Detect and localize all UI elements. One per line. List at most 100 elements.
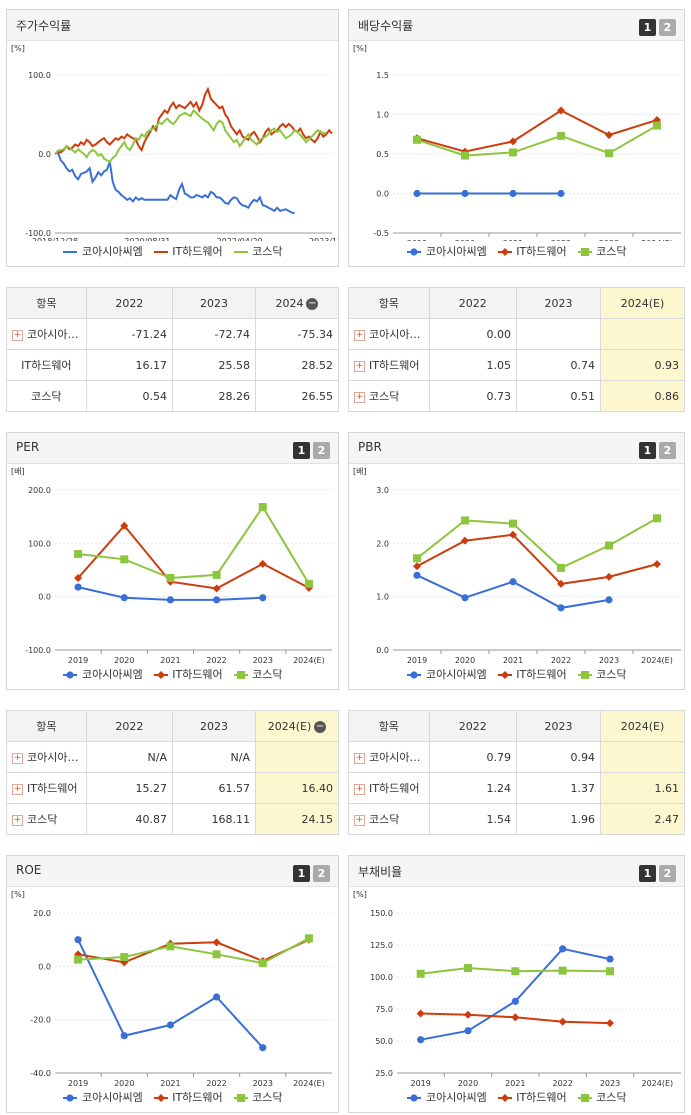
- legend-marker-icon: [233, 671, 248, 679]
- data-point: [605, 149, 613, 158]
- legend-item[interactable]: 코스닥: [233, 243, 283, 259]
- legend-marker-icon: [233, 1094, 248, 1102]
- collapse-icon[interactable]: −: [314, 720, 327, 733]
- table-cell: 0.73: [428, 380, 517, 412]
- pbr-table: 항목 2022 2023 2024(E) + 코아시아… 0.79 0.94 + IT하드웨어 1.…: [348, 710, 686, 835]
- data-point: [605, 131, 613, 140]
- row-label[interactable]: + 코스닥: [348, 380, 430, 412]
- table-cell: 28.52: [254, 349, 340, 381]
- data-point: [509, 148, 517, 157]
- expand-icon[interactable]: +: [354, 360, 365, 372]
- data-point: [511, 967, 520, 976]
- expand-icon[interactable]: +: [12, 329, 23, 341]
- legend-item[interactable]: 코아시아씨엠: [62, 1089, 143, 1105]
- legend-item[interactable]: IT하드웨어: [497, 666, 567, 682]
- legend-item[interactable]: IT하드웨어: [497, 1089, 567, 1105]
- per-chart: [배] 200.0 100.0 0.0 -100.0 2019 2020 2021 2022 20…: [11, 467, 332, 664]
- chart-legend: 코아시아씨엠 IT하드웨어 코스닥: [7, 666, 338, 682]
- legend-item[interactable]: 코스닥: [577, 1089, 627, 1105]
- y-tick-label: -100.0: [25, 646, 51, 655]
- table-cell: [515, 318, 601, 350]
- table-row: + IT하드웨어 1.24 1.37 1.61: [348, 772, 686, 804]
- chart-legend: 코아시아씨엠 IT하드웨어 코스닥: [7, 1089, 338, 1105]
- chart-tab-1-button[interactable]: 1: [293, 865, 310, 882]
- expand-icon[interactable]: +: [354, 391, 365, 403]
- y-tick-label: 150.0: [370, 909, 393, 918]
- y-unit-label: [%]: [11, 44, 25, 53]
- x-tick-label: 2023/12/28: [309, 237, 338, 241]
- table-header-cell: 2022: [428, 710, 517, 742]
- panel-title: PBR: [358, 440, 382, 454]
- x-tick-label: 2019: [68, 1079, 88, 1087]
- row-label[interactable]: + 코스닥: [348, 803, 430, 835]
- legend-label: IT하드웨어: [512, 1091, 567, 1104]
- legend-item[interactable]: 코아시아씨엠: [62, 243, 143, 259]
- collapse-icon[interactable]: −: [306, 297, 319, 310]
- row-label[interactable]: + 코아시아…: [348, 741, 430, 773]
- chart-tab-1-button[interactable]: 1: [293, 442, 310, 459]
- row-label[interactable]: + 코아시아…: [348, 318, 430, 350]
- table-header-cell: 2022: [85, 710, 173, 742]
- legend-item[interactable]: 코아시아씨엠: [406, 666, 487, 682]
- row-label[interactable]: IT하드웨어: [6, 349, 87, 381]
- legend-item[interactable]: 코스닥: [577, 666, 627, 682]
- chart-tab-2-button[interactable]: 2: [313, 442, 330, 459]
- legend-item[interactable]: 코스닥: [233, 1089, 283, 1105]
- data-point: [166, 574, 175, 582]
- data-point: [461, 189, 469, 198]
- expand-icon[interactable]: +: [354, 752, 365, 764]
- x-tick-label: 2024(E): [642, 1079, 674, 1087]
- row-label[interactable]: 코스닥: [6, 380, 87, 412]
- row-label[interactable]: + IT하드웨어: [348, 772, 430, 804]
- expand-icon[interactable]: +: [354, 814, 365, 826]
- table-cell: 1.05: [428, 349, 517, 381]
- table-cell: 1.61: [599, 772, 686, 804]
- legend-item[interactable]: IT하드웨어: [497, 243, 567, 259]
- expand-icon[interactable]: +: [354, 783, 365, 795]
- row-label[interactable]: + 코아시아…: [6, 318, 87, 350]
- chart-tab-1-button[interactable]: 1: [639, 442, 656, 459]
- table-row: + 코스닥 40.87 168.11 24.15: [6, 803, 340, 835]
- legend-item[interactable]: IT하드웨어: [153, 666, 223, 682]
- expand-icon[interactable]: +: [12, 814, 23, 826]
- legend-item[interactable]: 코아시아씨엠: [406, 1089, 487, 1105]
- row-label[interactable]: + IT하드웨어: [348, 349, 430, 381]
- chart-tab-1-button[interactable]: 1: [639, 19, 656, 36]
- row-label[interactable]: + 코아시아…: [6, 741, 87, 773]
- chart-tab-2-button[interactable]: 2: [659, 442, 676, 459]
- data-point: [212, 950, 221, 959]
- expand-icon[interactable]: +: [354, 329, 365, 341]
- legend-item[interactable]: IT하드웨어: [153, 243, 223, 259]
- data-point: [461, 516, 469, 525]
- legend-marker: [410, 671, 419, 679]
- x-tick-label: 2021: [160, 1079, 180, 1087]
- legend-item[interactable]: IT하드웨어: [153, 1089, 223, 1105]
- dividend-chart: [%] 1.5 1.0 0.5 0.0 -0.5 2019 2020 2021 2022 2023 2…: [353, 44, 681, 241]
- legend-item[interactable]: 코스닥: [233, 666, 283, 682]
- chart-tab-1-button[interactable]: 1: [639, 865, 656, 882]
- data-point: [258, 559, 267, 568]
- table-cell: 0.00: [428, 318, 517, 350]
- legend-item[interactable]: 코아시아씨엠: [62, 666, 143, 682]
- x-tick-label: 2019: [410, 1079, 430, 1087]
- legend-label: 코아시아씨엠: [78, 245, 143, 258]
- data-point: [461, 151, 469, 160]
- legend-label: 코아시아씨엠: [78, 1091, 143, 1104]
- chart-tab-2-button[interactable]: 2: [313, 865, 330, 882]
- table-header-cell: 2024(E) −: [254, 710, 340, 742]
- data-point: [606, 955, 614, 963]
- row-label[interactable]: + IT하드웨어: [6, 772, 87, 804]
- series-line: [78, 937, 310, 965]
- debt-ratio-chart: [%] 150.0 125.0 100.0 75.0 50.0 25.0 2019 2020 20…: [353, 890, 681, 1087]
- legend-item[interactable]: 코스닥: [577, 243, 627, 259]
- expand-icon[interactable]: +: [12, 752, 23, 764]
- table-header-cell: 2024(E): [599, 710, 686, 742]
- legend-marker-icon: [577, 671, 592, 679]
- chart-tab-2-button[interactable]: 2: [659, 865, 676, 882]
- expand-icon[interactable]: +: [12, 783, 23, 795]
- table-header-cell: 2024(E): [599, 287, 686, 319]
- chart-tab-2-button[interactable]: 2: [659, 19, 676, 36]
- row-label[interactable]: + 코스닥: [6, 803, 87, 835]
- legend-item[interactable]: 코아시아씨엠: [406, 243, 487, 259]
